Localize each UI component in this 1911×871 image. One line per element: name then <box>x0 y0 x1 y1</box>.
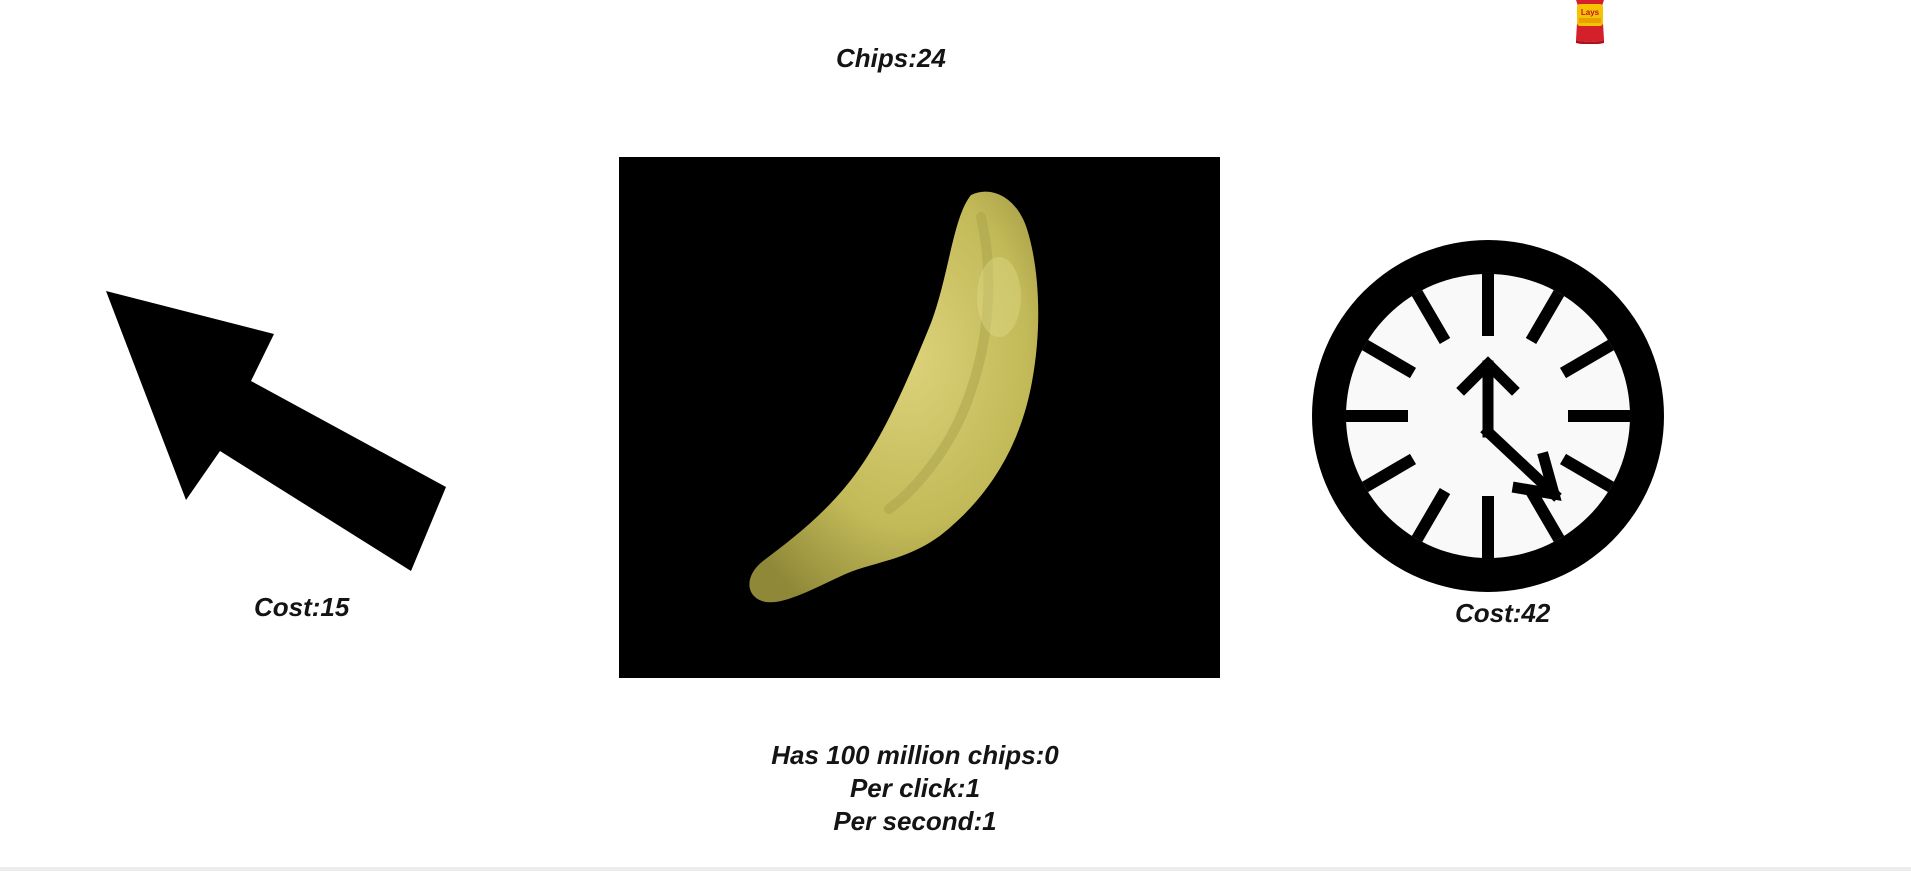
clock-cost-label: Cost:42 <box>1455 598 1551 628</box>
page-bottom-divider <box>0 867 1911 871</box>
per-second-stat: Per second:1 <box>833 806 997 836</box>
big-chip-button[interactable] <box>619 157 1220 678</box>
cursor-cost-label: Cost:15 <box>254 592 350 622</box>
cursor-upgrade-button[interactable] <box>100 285 450 585</box>
svg-text:Lays: Lays <box>1581 8 1600 17</box>
clock-icon <box>1312 240 1664 592</box>
per-click-stat: Per click:1 <box>849 773 981 803</box>
cursor-arrow-icon <box>106 291 446 571</box>
hundred-million-stat: Has 100 million chips:0 <box>771 740 1059 770</box>
clock-upgrade-button[interactable] <box>1310 238 1666 594</box>
stats-panel: Has 100 million chips:0 Per click:1 Per … <box>660 739 1170 838</box>
chip-bag-icon: Lays <box>1573 0 1607 45</box>
chips-counter: Chips:24 <box>836 43 946 73</box>
potato-chip-icon <box>749 191 1039 603</box>
